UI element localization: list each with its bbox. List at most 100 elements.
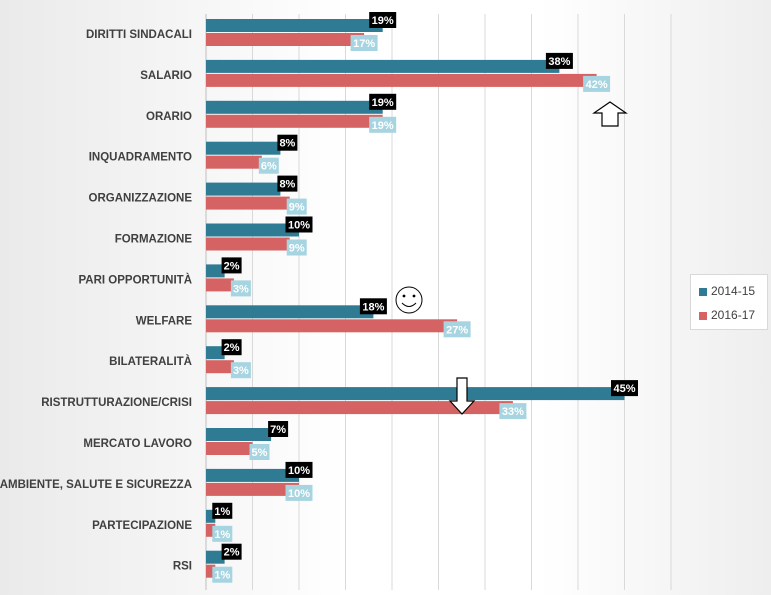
legend-item-2014-15: 2014-15: [699, 284, 755, 298]
data-label-text: 19%: [372, 15, 394, 27]
bar-2014-15: [206, 468, 299, 482]
data-label: 6%: [258, 157, 279, 174]
bar-2016-17: [206, 114, 383, 128]
data-label: 1%: [212, 502, 233, 519]
data-label-text: 8%: [279, 179, 295, 191]
bar-2016-17: [206, 319, 458, 333]
bar-2016-17: [206, 237, 290, 251]
data-label-text: 9%: [289, 243, 305, 255]
legend: 2014-15 2016-17: [690, 274, 768, 330]
bar-2014-15: [206, 223, 299, 237]
data-label: 5%: [249, 444, 270, 460]
legend-swatch: [699, 287, 707, 296]
bar-2014-15: [206, 264, 225, 278]
category-label: BILATERALITÀ: [109, 355, 192, 368]
data-label-text: 1%: [214, 506, 230, 518]
legend-label: 2016-17: [711, 308, 756, 322]
data-label-box: [221, 543, 242, 560]
data-label: 33%: [499, 403, 527, 420]
data-label-box: [286, 198, 307, 215]
category-label: RISTRUTTURAZIONE/CRISI: [41, 397, 192, 409]
data-label: 42%: [583, 75, 611, 92]
data-label: 27%: [443, 321, 471, 338]
data-label-text: 5%: [252, 447, 268, 459]
bar-2016-17: [206, 482, 299, 496]
data-label: 19%: [369, 12, 397, 28]
data-label-box: [277, 175, 298, 192]
category-label: MERCATO LAVORO: [83, 438, 192, 450]
data-label-text: 1%: [214, 570, 230, 582]
data-label: 45%: [611, 380, 638, 397]
data-label-text: 2%: [224, 342, 240, 354]
data-label: 10%: [285, 216, 313, 233]
bar-2016-17: [206, 196, 290, 210]
data-label-box: [350, 35, 378, 51]
data-label-box: [499, 403, 527, 420]
data-label: 19%: [369, 116, 397, 133]
data-label-text: 33%: [502, 406, 524, 418]
data-label: 19%: [369, 93, 397, 110]
data-label-box: [221, 339, 242, 356]
data-label-text: 1%: [214, 529, 230, 541]
data-label: 1%: [212, 566, 233, 583]
data-label-text: 42%: [586, 79, 608, 91]
data-label-box: [212, 566, 233, 583]
bar-2014-15: [206, 509, 216, 523]
bar-2016-17: [206, 523, 216, 537]
data-label: 7%: [268, 421, 289, 437]
data-label-box: [249, 444, 270, 460]
data-label-text: 45%: [613, 383, 635, 395]
bar-2014-15: [206, 550, 225, 564]
data-label-box: [285, 484, 313, 501]
bar-2014-15: [206, 100, 383, 114]
data-label-text: 2%: [224, 260, 240, 272]
data-label: 8%: [277, 175, 298, 192]
bar-2014-15: [206, 305, 374, 319]
bar-2016-17: [206, 155, 262, 169]
data-label: 2%: [221, 543, 242, 560]
data-label-box: [359, 298, 387, 315]
data-label-text: 19%: [372, 120, 394, 132]
data-label-text: 3%: [233, 365, 249, 377]
data-label-box: [230, 280, 251, 297]
data-label-text: 6%: [261, 161, 277, 173]
data-label-box: [277, 134, 298, 151]
category-label: INQUADRAMENTO: [89, 152, 192, 164]
data-label-box: [583, 75, 611, 92]
data-label-box: [212, 525, 233, 542]
data-label-box: [369, 93, 397, 110]
data-label-box: [212, 502, 233, 519]
data-label-text: 3%: [233, 283, 249, 295]
data-label-text: 19%: [372, 97, 394, 109]
data-label-box: [285, 461, 313, 478]
bar-2016-17: [206, 401, 513, 415]
category-labels: DIRITTI SINDACALI SALARIO ORARIO INQUADRAME…: [0, 29, 192, 573]
category-label: PARI OPPORTUNITÀ: [78, 273, 192, 286]
bar-2014-15: [206, 182, 281, 196]
bar-2014-15: [206, 59, 560, 73]
category-label: PARTECIPAZIONE: [92, 520, 192, 532]
category-label: FORMAZIONE: [115, 234, 193, 246]
bar-2014-15: [206, 428, 272, 441]
category-label: RSI: [173, 561, 192, 573]
data-label-text: 8%: [279, 138, 295, 150]
down-arrow-icon: [448, 377, 476, 415]
data-label-box: [443, 321, 471, 338]
data-label: 9%: [286, 198, 307, 215]
bar-2014-15: [206, 141, 281, 155]
data-label-box: [545, 52, 573, 69]
data-label: 17%: [350, 35, 378, 51]
bar-2016-17: [206, 564, 216, 578]
legend-label: 2014-15: [711, 284, 756, 298]
data-label: 10%: [285, 484, 313, 501]
smiley-icon: [395, 286, 423, 314]
data-label-text: 9%: [289, 202, 305, 214]
category-label: AMBIENTE, SALUTE E SICUREZZA: [0, 479, 192, 491]
data-label-box: [221, 257, 242, 274]
data-label: 9%: [286, 239, 307, 256]
bar-2016-17: [206, 33, 365, 46]
data-label-box: [230, 362, 251, 379]
data-label: 3%: [230, 280, 251, 297]
data-labels: 19% 17% 38% 42% 19% 19% 8%6%8% 9% 10% 9% 2% 3% 18% 27…: [212, 12, 638, 583]
data-label-box: [258, 157, 279, 174]
